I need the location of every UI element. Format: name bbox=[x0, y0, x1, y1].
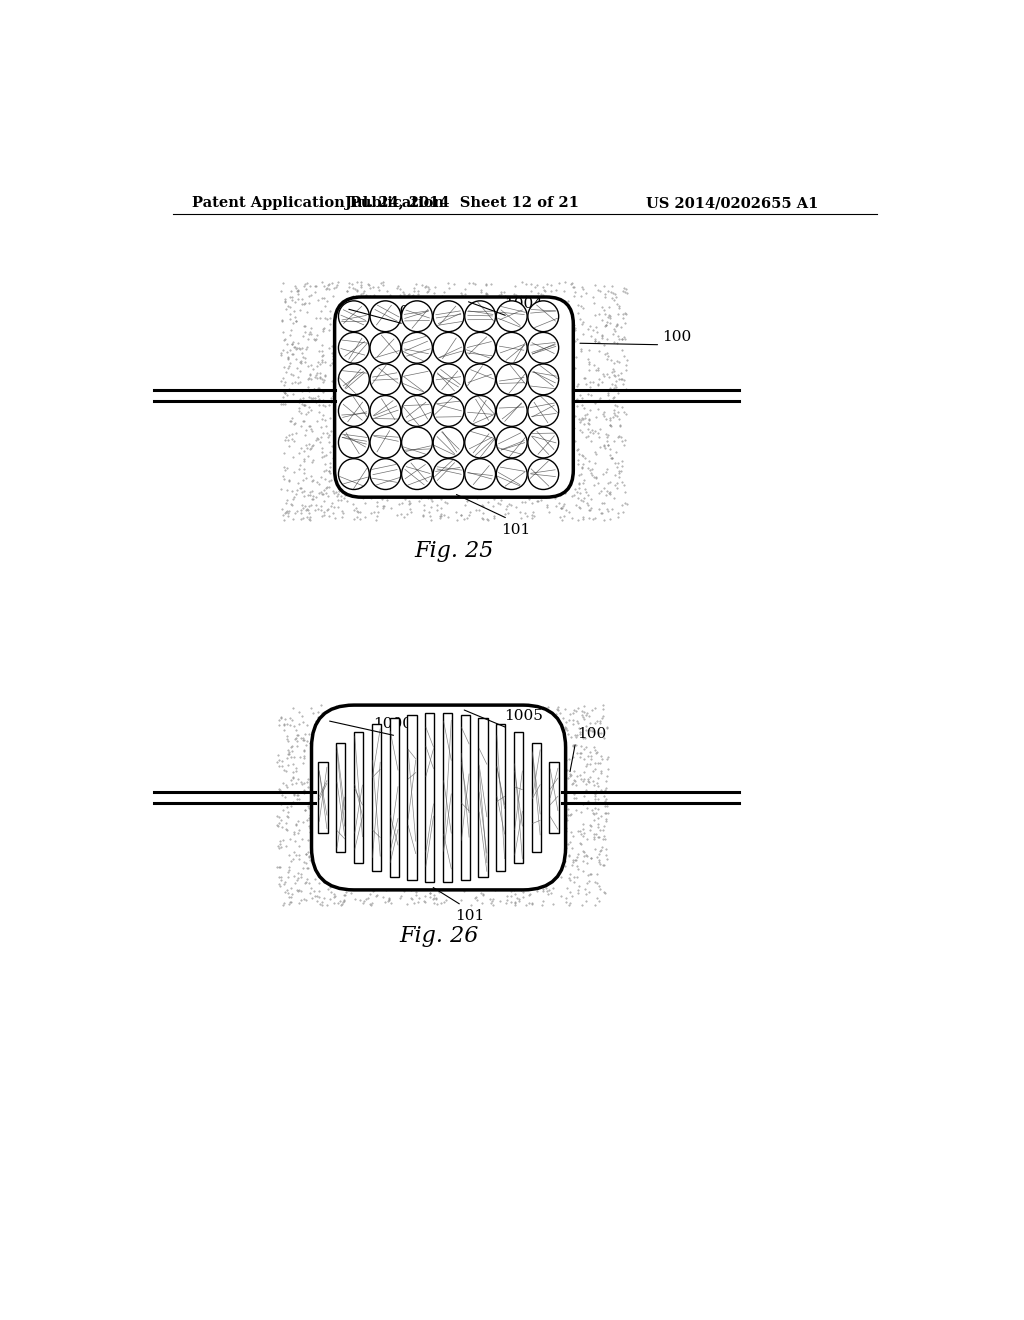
Circle shape bbox=[339, 333, 370, 363]
Circle shape bbox=[339, 396, 370, 426]
Bar bbox=[318, 762, 328, 833]
Circle shape bbox=[497, 396, 527, 426]
Bar bbox=[389, 718, 398, 876]
Circle shape bbox=[401, 364, 432, 395]
Circle shape bbox=[339, 301, 370, 331]
Circle shape bbox=[528, 396, 559, 426]
Circle shape bbox=[339, 364, 370, 395]
Circle shape bbox=[528, 428, 559, 458]
Bar bbox=[478, 718, 487, 876]
Circle shape bbox=[497, 428, 527, 458]
Circle shape bbox=[497, 459, 527, 490]
Circle shape bbox=[497, 333, 527, 363]
Bar bbox=[372, 723, 381, 871]
Circle shape bbox=[465, 301, 496, 331]
Bar bbox=[461, 714, 470, 880]
Text: Fig. 26: Fig. 26 bbox=[399, 925, 478, 948]
Circle shape bbox=[370, 396, 400, 426]
Circle shape bbox=[401, 333, 432, 363]
Text: Fig. 25: Fig. 25 bbox=[415, 540, 494, 562]
Circle shape bbox=[401, 459, 432, 490]
FancyBboxPatch shape bbox=[311, 705, 565, 890]
Text: Patent Application Publication: Patent Application Publication bbox=[193, 197, 444, 210]
Circle shape bbox=[528, 333, 559, 363]
Circle shape bbox=[497, 301, 527, 331]
Text: 101: 101 bbox=[455, 909, 484, 923]
Text: US 2014/0202655 A1: US 2014/0202655 A1 bbox=[646, 197, 819, 210]
Bar bbox=[497, 723, 506, 871]
Text: 100: 100 bbox=[578, 727, 606, 742]
Circle shape bbox=[370, 428, 400, 458]
Circle shape bbox=[401, 301, 432, 331]
Bar bbox=[408, 714, 417, 880]
Circle shape bbox=[465, 396, 496, 426]
Circle shape bbox=[497, 364, 527, 395]
Circle shape bbox=[433, 333, 464, 363]
Circle shape bbox=[465, 428, 496, 458]
Circle shape bbox=[528, 301, 559, 331]
Circle shape bbox=[528, 459, 559, 490]
Circle shape bbox=[370, 459, 400, 490]
Circle shape bbox=[401, 396, 432, 426]
Circle shape bbox=[370, 333, 400, 363]
Bar bbox=[425, 713, 434, 882]
Circle shape bbox=[433, 364, 464, 395]
FancyBboxPatch shape bbox=[335, 297, 573, 498]
Circle shape bbox=[433, 428, 464, 458]
Bar bbox=[336, 743, 345, 851]
Bar bbox=[442, 713, 452, 882]
Text: 1000: 1000 bbox=[373, 717, 412, 730]
Text: 1005: 1005 bbox=[504, 709, 543, 723]
Circle shape bbox=[433, 459, 464, 490]
Bar bbox=[354, 731, 364, 863]
Circle shape bbox=[433, 301, 464, 331]
Circle shape bbox=[370, 301, 400, 331]
Circle shape bbox=[339, 428, 370, 458]
Text: 1004: 1004 bbox=[504, 297, 543, 312]
Text: 1000: 1000 bbox=[381, 305, 420, 318]
Circle shape bbox=[339, 459, 370, 490]
Text: 101: 101 bbox=[501, 523, 530, 537]
Circle shape bbox=[465, 364, 496, 395]
Circle shape bbox=[465, 459, 496, 490]
Bar bbox=[550, 762, 559, 833]
Bar bbox=[514, 731, 523, 863]
Bar bbox=[531, 743, 541, 851]
Text: 100: 100 bbox=[662, 330, 691, 345]
Text: Jul. 24, 2014  Sheet 12 of 21: Jul. 24, 2014 Sheet 12 of 21 bbox=[345, 197, 579, 210]
Circle shape bbox=[433, 396, 464, 426]
Circle shape bbox=[465, 333, 496, 363]
Circle shape bbox=[528, 364, 559, 395]
Circle shape bbox=[401, 428, 432, 458]
Circle shape bbox=[370, 364, 400, 395]
